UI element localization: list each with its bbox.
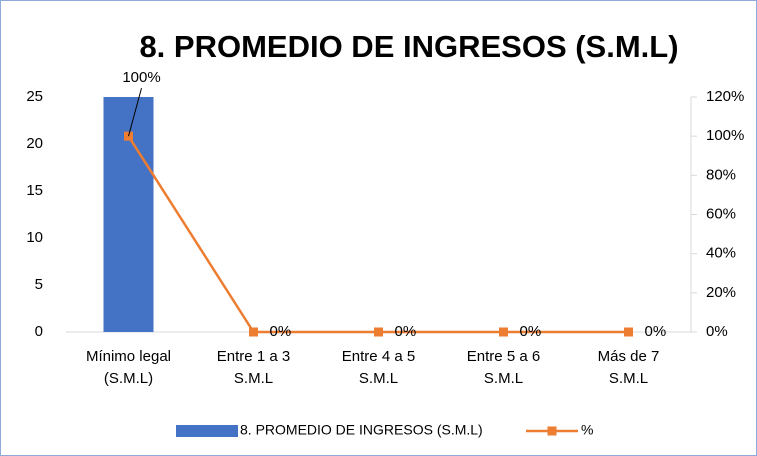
y2-tick-label: 80% <box>706 166 736 183</box>
y2-tick-label: 20% <box>706 284 736 301</box>
y-tick-label: 15 <box>26 182 43 199</box>
data-label: 0% <box>270 323 292 340</box>
data-label: 100% <box>122 69 160 86</box>
x-tick-label: Mínimo legal (S.M.L) <box>85 348 172 387</box>
data-label: 0% <box>520 323 542 340</box>
x-tick-label: Entre 1 a 3 S.M.L <box>216 348 291 387</box>
y2-tick-label: 100% <box>706 127 744 144</box>
y-tick-label: 5 <box>35 276 43 293</box>
data-label: 0% <box>395 323 417 340</box>
y-tick-label: 25 <box>26 88 43 105</box>
data-label: 0% <box>645 323 667 340</box>
legend-label: % <box>581 422 593 438</box>
y2-tick-label: 60% <box>706 205 736 222</box>
y2-tick-label: 120% <box>706 88 744 105</box>
line-marker <box>374 327 383 337</box>
y-tick-label: 20 <box>26 135 43 152</box>
x-tick-label: Más de 7 S.M.L <box>597 348 660 387</box>
y-tick-label: 0 <box>35 323 43 340</box>
legend-label: 8. PROMEDIO DE INGRESOS (S.M.L) <box>240 422 483 438</box>
y2-tick-label: 0% <box>706 323 728 340</box>
line-marker <box>499 327 508 337</box>
y-tick-label: 10 <box>26 229 43 246</box>
x-tick-label: Entre 4 a 5 S.M.L <box>341 348 416 387</box>
line-marker <box>249 327 258 337</box>
chart-title: 8. PROMEDIO DE INGRESOS (S.M.L) <box>139 29 678 64</box>
label-leader <box>128 88 142 137</box>
legend-marker <box>547 426 557 436</box>
line <box>127 135 629 334</box>
line-marker <box>624 327 633 337</box>
legend-swatch <box>176 425 238 437</box>
y2-tick-label: 40% <box>706 245 736 262</box>
x-tick-label: Entre 5 a 6 S.M.L <box>466 348 541 387</box>
